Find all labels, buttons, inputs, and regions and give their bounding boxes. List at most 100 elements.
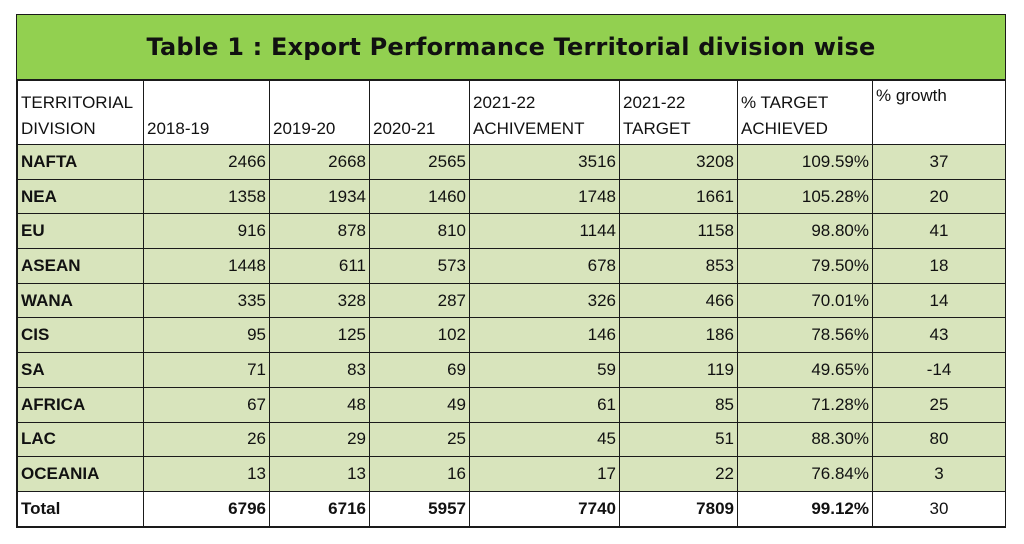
cell-2018-19: 1358 <box>143 178 270 215</box>
cell-achievement: 146 <box>469 317 620 354</box>
header-territorial-division: TERRITORIAL DIVISION <box>17 80 144 145</box>
table-title: Table 1 : Export Performance Territorial… <box>17 15 1005 80</box>
header-line2: 2019-20 <box>273 119 336 138</box>
cell-2020-21: 69 <box>369 352 470 388</box>
cell-pct-target: 109.59% <box>737 144 873 180</box>
cell-division: SA <box>17 352 144 388</box>
cell-target: 466 <box>619 282 738 319</box>
cell-2020-21: 287 <box>369 282 470 319</box>
cell-target: 85 <box>619 386 738 423</box>
cell-growth: 80 <box>872 421 1006 458</box>
cell-achievement: 59 <box>469 352 620 388</box>
header-pct-target-achieved: % TARGET ACHIEVED <box>737 80 873 145</box>
cell-2018-19: 6796 <box>143 490 270 527</box>
cell-growth: 41 <box>872 213 1006 250</box>
cell-achievement: 7740 <box>469 490 620 527</box>
header-line2: ACHIEVED <box>741 119 828 138</box>
cell-target: 853 <box>619 248 738 284</box>
cell-2020-21: 102 <box>369 317 470 354</box>
export-performance-table-frame: Table 1 : Export Performance Territorial… <box>16 14 1006 528</box>
header-line2: 2020-21 <box>373 119 436 138</box>
cell-division: CIS <box>17 317 144 354</box>
cell-target: 1661 <box>619 178 738 215</box>
cell-pct-target: 71.28% <box>737 386 873 423</box>
cell-division: LAC <box>17 421 144 458</box>
cell-target: 22 <box>619 456 738 492</box>
cell-2018-19: 13 <box>143 456 270 492</box>
cell-pct-target: 78.56% <box>737 317 873 354</box>
cell-2019-20: 2668 <box>269 144 370 180</box>
cell-growth: 30 <box>872 490 1006 527</box>
cell-division: EU <box>17 213 144 250</box>
cell-2020-21: 573 <box>369 248 470 284</box>
cell-2020-21: 2565 <box>369 144 470 180</box>
cell-target: 51 <box>619 421 738 458</box>
cell-target: 1158 <box>619 213 738 250</box>
table-row: ASEAN 1448 611 573 678 853 79.50% 18 <box>17 248 1006 284</box>
cell-division: AFRICA <box>17 386 144 423</box>
cell-2020-21: 5957 <box>369 490 470 527</box>
cell-growth: 3 <box>872 456 1006 492</box>
header-line2: ACHIVEMENT <box>473 119 585 138</box>
cell-2019-20: 328 <box>269 282 370 319</box>
header-line2: 2018-19 <box>147 119 210 138</box>
cell-2018-19: 1448 <box>143 248 270 284</box>
cell-2018-19: 67 <box>143 386 270 423</box>
cell-2019-20: 48 <box>269 386 370 423</box>
header-2021-22-achievement: 2021-22 ACHIVEMENT <box>469 80 620 145</box>
export-performance-table: TERRITORIAL DIVISION 2018-19 2019-20 202… <box>17 80 1006 527</box>
cell-achievement: 326 <box>469 282 620 319</box>
total-row: Total 6796 6716 5957 7740 7809 99.12% 30 <box>17 490 1006 527</box>
cell-division: ASEAN <box>17 248 144 284</box>
cell-achievement: 678 <box>469 248 620 284</box>
table-row: NEA 1358 1934 1460 1748 1661 105.28% 20 <box>17 178 1006 215</box>
cell-pct-target: 70.01% <box>737 282 873 319</box>
cell-2018-19: 71 <box>143 352 270 388</box>
cell-2018-19: 2466 <box>143 144 270 180</box>
cell-achievement: 61 <box>469 386 620 423</box>
cell-division: WANA <box>17 282 144 319</box>
cell-achievement: 45 <box>469 421 620 458</box>
cell-2020-21: 16 <box>369 456 470 492</box>
cell-achievement: 3516 <box>469 144 620 180</box>
cell-growth: 43 <box>872 317 1006 354</box>
cell-achievement: 1144 <box>469 213 620 250</box>
cell-growth: 18 <box>872 248 1006 284</box>
cell-2020-21: 1460 <box>369 178 470 215</box>
cell-target: 119 <box>619 352 738 388</box>
table-row: NAFTA 2466 2668 2565 3516 3208 109.59% 3… <box>17 144 1006 180</box>
cell-2020-21: 810 <box>369 213 470 250</box>
cell-pct-target: 88.30% <box>737 421 873 458</box>
header-line1: % growth <box>876 86 947 105</box>
cell-achievement: 1748 <box>469 178 620 215</box>
table-row: WANA 335 328 287 326 466 70.01% 14 <box>17 282 1006 319</box>
header-row: TERRITORIAL DIVISION 2018-19 2019-20 202… <box>17 80 1006 145</box>
header-2018-19: 2018-19 <box>143 80 270 145</box>
header-line1: TERRITORIAL <box>21 93 134 112</box>
header-2019-20: 2019-20 <box>269 80 370 145</box>
table-row: CIS 95 125 102 146 186 78.56% 43 <box>17 317 1006 354</box>
cell-pct-target: 99.12% <box>737 490 873 527</box>
cell-target: 3208 <box>619 144 738 180</box>
cell-pct-target: 79.50% <box>737 248 873 284</box>
cell-pct-target: 76.84% <box>737 456 873 492</box>
cell-pct-target: 98.80% <box>737 213 873 250</box>
cell-2018-19: 95 <box>143 317 270 354</box>
cell-2018-19: 335 <box>143 282 270 319</box>
cell-2019-20: 6716 <box>269 490 370 527</box>
header-line2: TARGET <box>623 119 691 138</box>
cell-2019-20: 83 <box>269 352 370 388</box>
cell-2020-21: 25 <box>369 421 470 458</box>
cell-2019-20: 878 <box>269 213 370 250</box>
table-row: EU 916 878 810 1144 1158 98.80% 41 <box>17 213 1006 250</box>
cell-achievement: 17 <box>469 456 620 492</box>
cell-target: 7809 <box>619 490 738 527</box>
cell-division: Total <box>17 490 144 527</box>
header-2020-21: 2020-21 <box>369 80 470 145</box>
cell-growth: 14 <box>872 282 1006 319</box>
cell-2019-20: 29 <box>269 421 370 458</box>
cell-2018-19: 26 <box>143 421 270 458</box>
table-row: OCEANIA 13 13 16 17 22 76.84% 3 <box>17 456 1006 492</box>
cell-2019-20: 13 <box>269 456 370 492</box>
cell-division: OCEANIA <box>17 456 144 492</box>
